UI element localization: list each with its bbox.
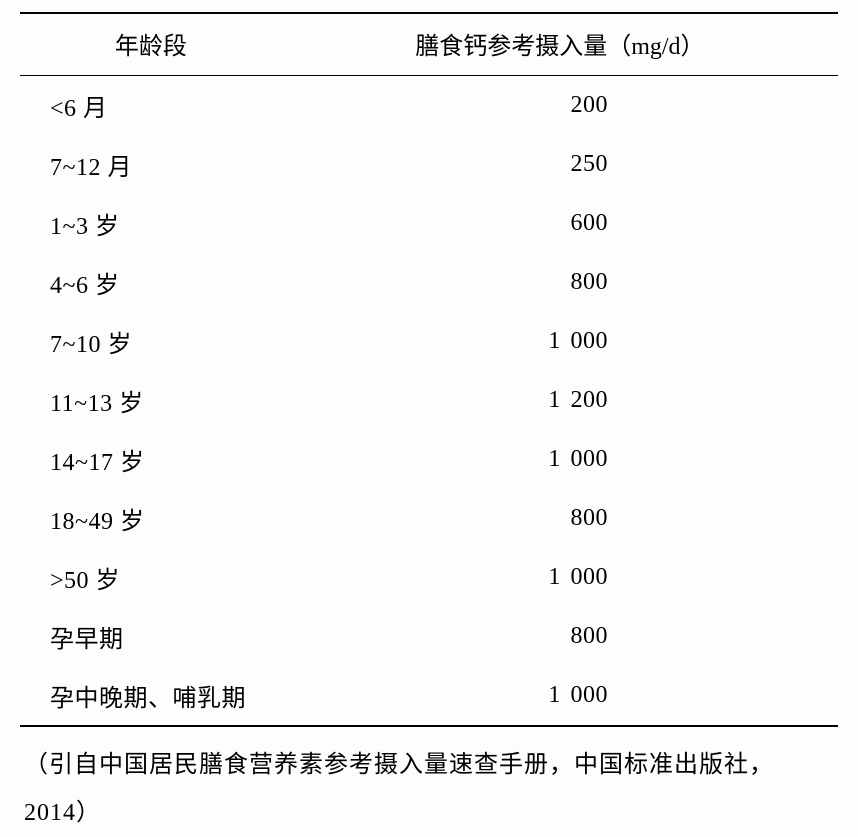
cell-age-group: 18~49 岁 (20, 489, 282, 548)
table-row: 孕早期800 (20, 607, 838, 666)
cell-age-group: 14~17 岁 (20, 430, 282, 489)
table-row: 7~10 岁1000 (20, 312, 838, 371)
table-header-row: 年龄段 膳食钙参考摄入量（mg/d） (20, 13, 838, 76)
cell-calcium-value: 1000 (282, 430, 838, 489)
cell-age-group: 11~13 岁 (20, 371, 282, 430)
cell-age-group: <6 月 (20, 76, 282, 136)
cell-calcium-value: 800 (282, 489, 838, 548)
calcium-intake-table-container: 年龄段 膳食钙参考摄入量（mg/d） <6 月2007~12 月2501~3 岁… (20, 12, 838, 727)
header-calcium-intake: 膳食钙参考摄入量（mg/d） (282, 13, 838, 76)
cell-calcium-value: 1200 (282, 371, 838, 430)
header-value-prefix: 膳食钙参考摄入量（ (415, 34, 631, 60)
cell-age-group: >50 岁 (20, 548, 282, 607)
header-age-group: 年龄段 (20, 13, 282, 76)
cell-calcium-value: 800 (282, 607, 838, 666)
table-row: 1~3 岁600 (20, 194, 838, 253)
table-row: 4~6 岁800 (20, 253, 838, 312)
table-row: 18~49 岁800 (20, 489, 838, 548)
table-row: >50 岁1000 (20, 548, 838, 607)
cell-calcium-value: 800 (282, 253, 838, 312)
cell-calcium-value: 250 (282, 135, 838, 194)
table-row: 11~13 岁1200 (20, 371, 838, 430)
table-row: <6 月200 (20, 76, 838, 136)
table-row: 14~17 岁1000 (20, 430, 838, 489)
cell-age-group: 1~3 岁 (20, 194, 282, 253)
calcium-intake-table: 年龄段 膳食钙参考摄入量（mg/d） <6 月2007~12 月2501~3 岁… (20, 12, 838, 727)
cell-age-group: 4~6 岁 (20, 253, 282, 312)
cell-calcium-value: 1000 (282, 312, 838, 371)
table-row: 孕中晚期、哺乳期1000 (20, 666, 838, 726)
cell-age-group: 7~12 月 (20, 135, 282, 194)
header-value-unit: mg/d (631, 34, 680, 60)
cell-age-group: 7~10 岁 (20, 312, 282, 371)
header-value-suffix: ） (681, 34, 705, 60)
cell-calcium-value: 1000 (282, 666, 838, 726)
table-row: 7~12 月250 (20, 135, 838, 194)
table-body: <6 月2007~12 月2501~3 岁6004~6 岁8007~10 岁10… (20, 76, 838, 727)
cell-calcium-value: 1000 (282, 548, 838, 607)
cell-calcium-value: 600 (282, 194, 838, 253)
cell-calcium-value: 200 (282, 76, 838, 136)
cell-age-group: 孕早期 (20, 607, 282, 666)
cell-age-group: 孕中晚期、哺乳期 (20, 666, 282, 726)
source-citation: （引自中国居民膳食营养素参考摄入量速查手册，中国标准出版社，2014） (20, 741, 838, 837)
